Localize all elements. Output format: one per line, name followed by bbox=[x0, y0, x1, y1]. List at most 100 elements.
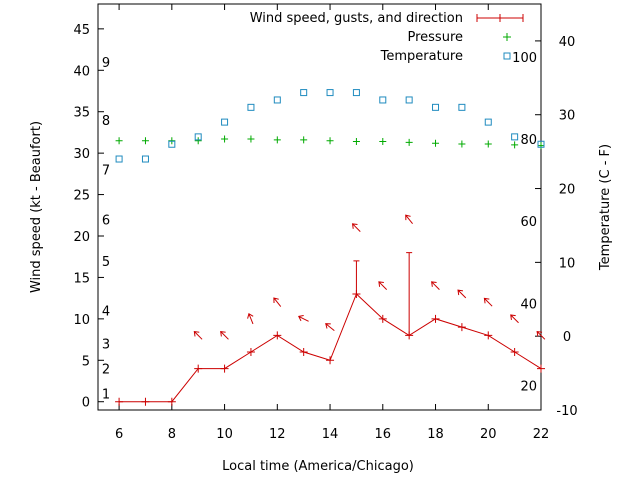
temperature-point bbox=[168, 140, 176, 148]
temperature-point bbox=[379, 96, 387, 104]
x-tick-label: 16 bbox=[375, 427, 392, 442]
wind-speed-point bbox=[431, 314, 440, 323]
temperature-point bbox=[273, 96, 281, 104]
wind-gust-bar bbox=[353, 260, 360, 294]
x-tick-label: 18 bbox=[427, 427, 444, 442]
wind-speed-point bbox=[194, 364, 203, 373]
temperature-point bbox=[194, 133, 202, 141]
wind-speed-point bbox=[510, 348, 519, 356]
wind-direction-arrow bbox=[193, 330, 203, 340]
x-tick-label: 14 bbox=[322, 427, 339, 442]
y-tick-label: 40 bbox=[73, 64, 90, 79]
fahrenheit-label: 80 bbox=[520, 133, 537, 148]
wind-direction-arrow bbox=[457, 289, 467, 299]
wind-speed-point bbox=[246, 348, 255, 356]
wind-direction-arrow bbox=[405, 214, 413, 225]
beaufort-label: 4 bbox=[102, 305, 110, 320]
pressure-point bbox=[221, 135, 229, 143]
legend-label-pressure: Pressure bbox=[407, 30, 463, 45]
beaufort-label: 1 bbox=[102, 387, 110, 402]
fahrenheit-label: 40 bbox=[520, 298, 537, 313]
x-tick-label: 22 bbox=[533, 427, 550, 442]
legend-swatch-pressure bbox=[503, 33, 511, 41]
y2-tick-label: 20 bbox=[559, 183, 576, 198]
wind-direction-arrow bbox=[220, 330, 229, 340]
fahrenheit-label: 60 bbox=[520, 215, 537, 230]
y-tick-label: 5 bbox=[82, 354, 90, 369]
fahrenheit-label: 20 bbox=[520, 380, 537, 395]
temperature-point bbox=[432, 103, 440, 111]
y2-tick-label: 10 bbox=[559, 256, 576, 271]
wind-direction-arrow bbox=[378, 281, 388, 290]
wind-speed-point bbox=[457, 323, 466, 332]
x-axis-label: Local time (America/Chicago) bbox=[222, 459, 414, 474]
x-tick-label: 6 bbox=[115, 427, 123, 442]
legend-label-temperature: Temperature bbox=[380, 49, 463, 64]
legend-swatch-temperature bbox=[503, 52, 511, 60]
beaufort-label: 6 bbox=[102, 213, 110, 228]
temperature-point bbox=[141, 155, 149, 163]
temperature-point bbox=[405, 96, 413, 104]
temperature-point bbox=[537, 140, 545, 148]
wind-speed-point bbox=[167, 397, 176, 406]
beaufort-label: 5 bbox=[102, 255, 110, 270]
pressure-point bbox=[511, 141, 519, 149]
temperature-point bbox=[458, 103, 466, 111]
wind-direction-arrow bbox=[325, 323, 335, 331]
temperature-point bbox=[300, 89, 308, 97]
pressure-point bbox=[484, 140, 492, 148]
y2-tick-label: -10 bbox=[556, 404, 577, 419]
x-tick-label: 20 bbox=[480, 427, 497, 442]
wind-speed-line bbox=[119, 293, 542, 403]
x-tick-label: 10 bbox=[216, 427, 233, 442]
pressure-point bbox=[194, 137, 202, 145]
beaufort-label: 3 bbox=[102, 338, 110, 353]
pressure-point bbox=[405, 138, 413, 146]
temperature-point bbox=[511, 133, 519, 141]
beaufort-label: 9 bbox=[102, 56, 110, 71]
pressure-point bbox=[537, 142, 545, 150]
wind-direction-arrow bbox=[351, 223, 361, 232]
wind-speed-point bbox=[273, 331, 282, 340]
pressure-point bbox=[458, 140, 466, 148]
wind-gust-bar bbox=[406, 252, 413, 336]
y-tick-label: 30 bbox=[73, 147, 90, 162]
pressure-point bbox=[141, 137, 149, 145]
wind-direction-arrow bbox=[273, 297, 282, 307]
y2-tick-label: 0 bbox=[563, 330, 571, 345]
beaufort-label: 7 bbox=[102, 164, 110, 179]
temperature-point bbox=[484, 118, 492, 126]
wind-speed-point bbox=[378, 314, 387, 323]
y-tick-label: 0 bbox=[82, 396, 90, 411]
y-axis-label: Wind speed (kt - Beaufort) bbox=[29, 121, 44, 293]
wind-speed-point bbox=[484, 331, 493, 340]
y-tick-label: 10 bbox=[73, 313, 90, 328]
temperature-point bbox=[352, 89, 360, 97]
pressure-point bbox=[115, 137, 123, 145]
y2-axis-label: Temperature (C - F) bbox=[598, 144, 613, 271]
pressure-point bbox=[300, 136, 308, 144]
x-tick-label: 8 bbox=[168, 427, 176, 442]
legend-label-wind: Wind speed, gusts, and direction bbox=[250, 11, 463, 26]
legend-swatch-wind bbox=[476, 14, 524, 22]
wind-direction-arrow bbox=[510, 314, 519, 324]
temperature-point bbox=[326, 89, 334, 97]
y-tick-label: 35 bbox=[73, 106, 90, 121]
wind-speed-point bbox=[220, 364, 229, 373]
pressure-point bbox=[168, 137, 176, 145]
wind-direction-arrow bbox=[298, 315, 309, 322]
pressure-point bbox=[432, 139, 440, 147]
temperature-point bbox=[221, 118, 229, 126]
wind-direction-arrow bbox=[247, 312, 254, 325]
y2-tick-label: 40 bbox=[559, 35, 576, 50]
wind-speed-point bbox=[299, 348, 308, 356]
y-tick-label: 45 bbox=[73, 23, 90, 38]
wind-direction-arrow bbox=[431, 281, 440, 290]
wind-direction-arrow bbox=[536, 330, 546, 340]
pressure-point bbox=[326, 137, 334, 145]
y2-tick-label: 30 bbox=[559, 109, 576, 124]
plot-frame bbox=[97, 3, 542, 411]
pressure-point bbox=[247, 135, 255, 143]
pressure-point bbox=[379, 138, 387, 146]
